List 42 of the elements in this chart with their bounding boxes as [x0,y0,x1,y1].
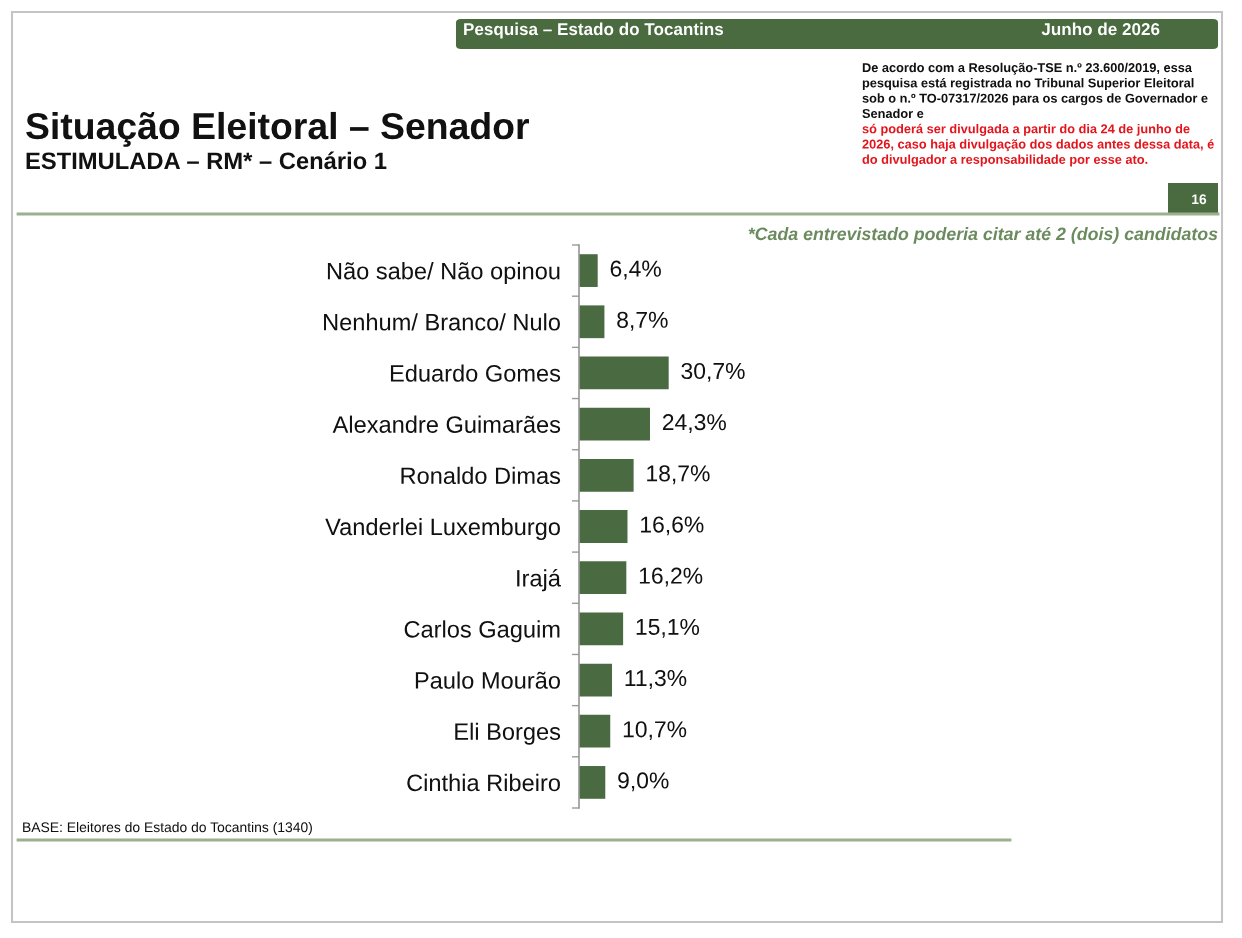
y-tick-label: Nenhum/ Branco/ Nulo [324,313,560,331]
bar [579,458,634,492]
y-tick-label: Alexandre Guimarães [332,415,561,433]
data-label: 10,7% [623,721,687,741]
bar [579,766,606,799]
data-label: 11,3% [625,669,687,689]
text: Pesquisa – Estado do Tocantins [464,22,724,39]
data-label: 6,4% [610,260,661,280]
y-tick-label: Ronaldo Dimas [401,466,561,485]
text: De acordo com a Resolução-TSE n.º 23.600/2019, essa pesquisa está registrada no Tribunal Superior Eleitoral sob o n.º TO-07317/2026 para os cargos de Governador e Senador e [862,62,1208,119]
bar [579,510,628,543]
data-label: 9,0% [618,772,669,792]
bar [579,714,611,748]
data-label: 18,7% [647,465,710,485]
bar [579,356,669,390]
y-tick-label: Não sabe/ Não opinou [327,262,560,285]
text: *Cada entrevistado poderia citar até 2 (dois) candidatos [748,226,1218,244]
bar [579,254,598,287]
y-tick-label: Carlos Gaguim [404,620,560,643]
y-tick-label: Eli Borges [455,722,561,745]
data-label: 16,6% [641,516,704,536]
y-tick-label: Eduardo Gomes [390,364,561,382]
text: Junho de 2026 [1041,22,1160,36]
y-tick-label: Cinthia Ribeiro [407,773,560,792]
text: BASE: Eleitores do Estado do Tocantins (1340) [23,821,312,835]
data-label: 30,7% [681,362,745,382]
data-label: 24,3% [662,414,726,433]
text: só poderá ser divulgada a partir do dia 24 de junho de 2026, caso haja divulgação dos dados antes dessa data, é do divulgador a responsabilidade por esse ato. [862,123,1214,167]
bar [579,663,613,697]
bar [579,407,650,441]
data-label: 8,7% [617,311,668,331]
text: 16 [1192,194,1207,205]
text: ESTIMULADA – RM* – Cenário 1 [26,151,387,170]
y-tick-label: Irajá [517,568,561,592]
bar [579,561,627,595]
y-tick-label: Vanderlei Luxemburgo [325,517,560,540]
data-label: 16,2% [639,567,703,587]
text: Situação Eleitoral – Senador [26,111,529,147]
y-tick-label: Paulo Mourão [415,671,560,689]
bar [579,612,624,646]
bar [579,305,605,339]
data-label: 15,1% [636,618,700,638]
